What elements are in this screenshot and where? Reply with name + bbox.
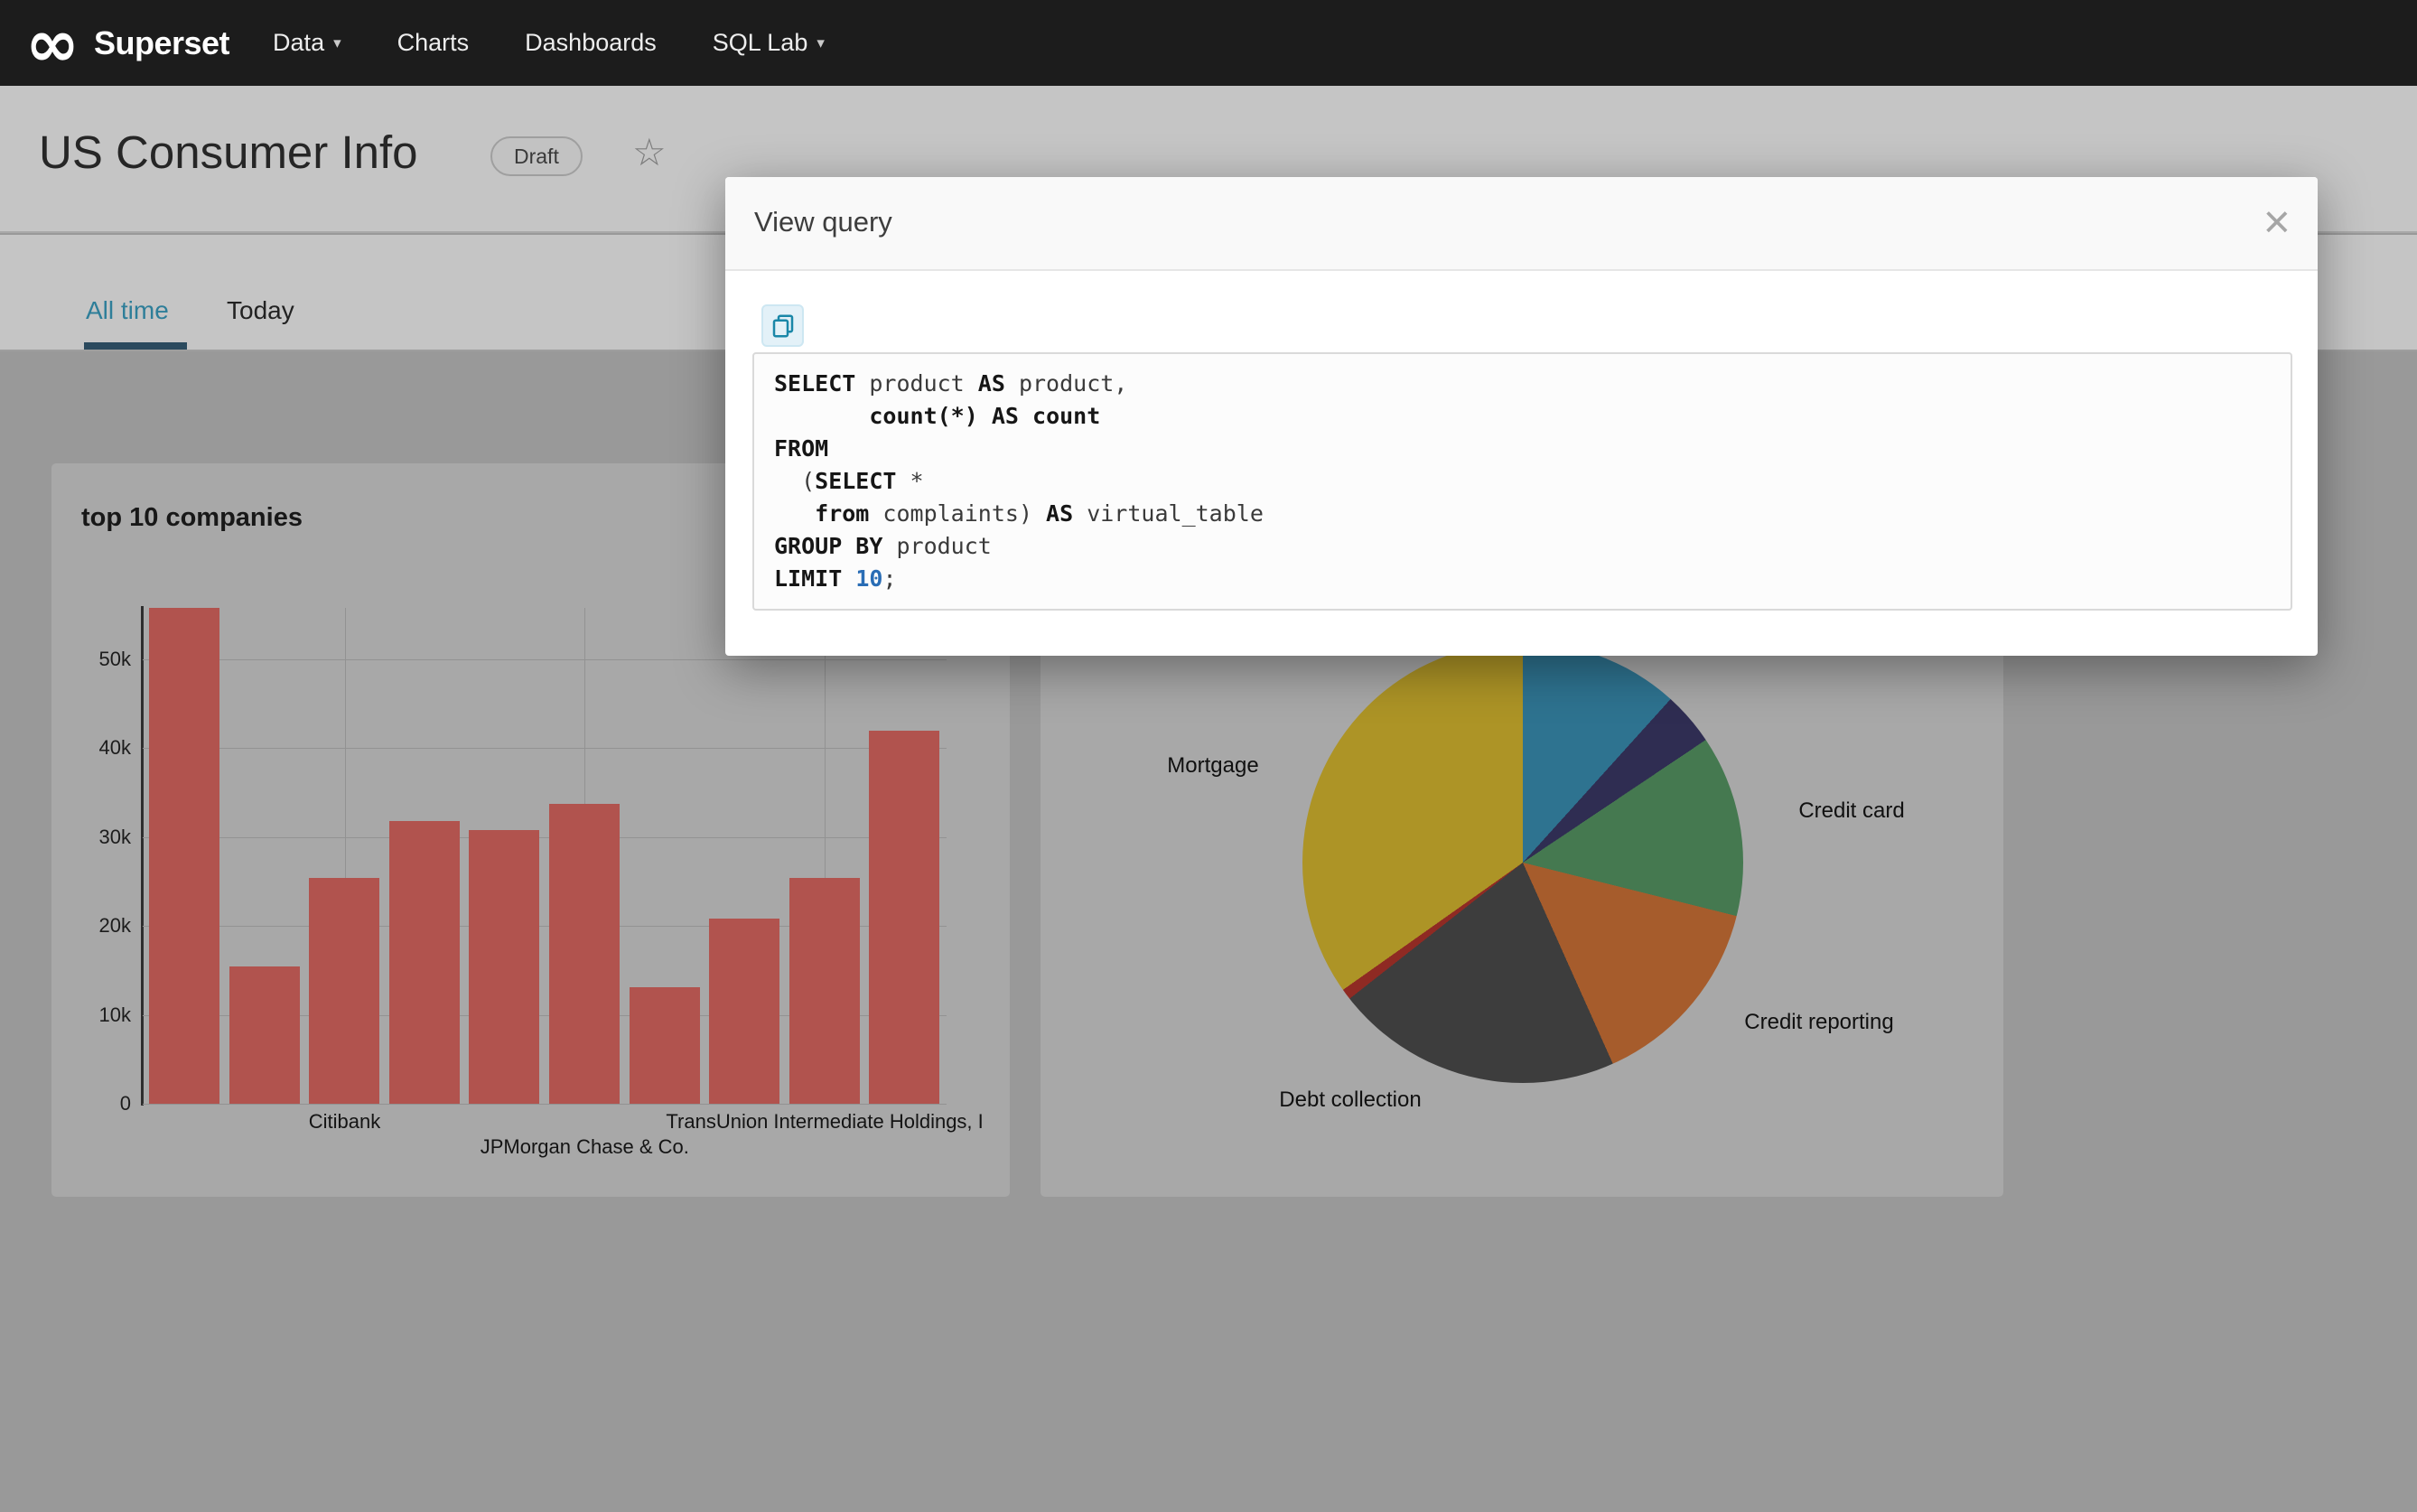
pie-label-credit-reporting: Credit reporting <box>1744 1010 1894 1034</box>
page-title: US Consumer Info <box>39 126 418 178</box>
bar <box>229 966 300 1104</box>
h-gridline <box>143 748 947 750</box>
x-tick-label: TransUnion Intermediate Holdings, I <box>666 1110 984 1133</box>
code-line: SELECT product AS product, <box>774 368 2271 400</box>
view-query-modal: View query × SELECT product AS product, … <box>725 177 2318 656</box>
sql-token: AS <box>991 403 1019 429</box>
sql-token: product, <box>1004 370 1128 397</box>
code-line: GROUP BY product <box>774 530 2271 563</box>
pie-label-mortgage: Mortgage <box>1167 753 1259 778</box>
x-tick-label: JPMorgan Chase & Co. <box>480 1135 689 1158</box>
tab-today[interactable]: Today <box>227 296 294 324</box>
nav-item-sql-lab[interactable]: SQL Lab ▾ <box>713 29 825 57</box>
tab-all-time[interactable]: All time <box>86 296 169 324</box>
sql-token <box>842 565 855 592</box>
nav-item-charts-label: Charts <box>397 29 470 56</box>
bar <box>309 878 380 1104</box>
nav-item-dashboards-label: Dashboards <box>525 29 657 56</box>
code-line: (SELECT * <box>774 465 2271 498</box>
sql-token: AS <box>1046 500 1074 527</box>
superset-logo-icon[interactable]: ∞ <box>25 5 79 81</box>
bar <box>469 829 540 1104</box>
brand-name[interactable]: Superset <box>93 23 230 61</box>
sql-token: product <box>882 533 992 559</box>
modal-header: View query × <box>725 177 2318 271</box>
copy-query-button[interactable] <box>761 304 804 347</box>
x-tick-label: Citibank <box>308 1110 381 1133</box>
pie-chart <box>1302 642 1743 1083</box>
navbar: ∞ Superset Data ▾ Charts Dashboards SQL … <box>0 0 2417 86</box>
sql-token: * <box>896 468 924 494</box>
bar-chart-title: top 10 companies <box>81 503 303 532</box>
sql-token <box>774 500 815 527</box>
nav-item-dashboards[interactable]: Dashboards <box>525 29 657 57</box>
sql-token: FROM <box>774 435 829 462</box>
sql-token <box>774 403 869 429</box>
bar <box>629 987 700 1104</box>
v-gridline <box>344 608 346 1105</box>
favorite-star-icon[interactable]: ☆ <box>632 131 667 173</box>
close-icon[interactable]: × <box>2263 196 2291 248</box>
nav-item-data-label: Data <box>273 29 325 56</box>
sql-token: virtual_table <box>1073 500 1264 527</box>
pie-label-credit-card: Credit card <box>1798 798 1905 823</box>
sql-token <box>1019 403 1032 429</box>
h-gridline <box>143 1104 947 1105</box>
h-gridline <box>143 659 947 661</box>
h-gridline <box>143 836 947 838</box>
bar <box>149 608 219 1104</box>
sql-token: ( <box>774 468 816 494</box>
bar <box>709 919 780 1104</box>
sql-token: product <box>855 370 978 397</box>
status-badge: Draft <box>490 136 583 176</box>
sql-token: from <box>815 500 870 527</box>
y-tick-label: 0 <box>119 1092 131 1115</box>
code-line: LIMIT 10; <box>774 563 2271 595</box>
y-tick-label: 50k <box>98 648 131 671</box>
sql-token: 10 <box>855 565 883 592</box>
y-tick-label: 40k <box>98 736 131 760</box>
nav-item-data[interactable]: Data ▾ <box>273 29 341 57</box>
bar <box>388 821 460 1104</box>
h-gridline <box>143 926 947 928</box>
modal-title: View query <box>754 206 892 238</box>
sql-token: complaints) <box>869 500 1047 527</box>
pie-label-debt-collection: Debt collection <box>1279 1087 1422 1112</box>
bar <box>869 730 940 1104</box>
sql-token: GROUP BY <box>774 533 883 559</box>
active-tab-underline <box>84 342 187 350</box>
h-gridline <box>143 1014 947 1016</box>
sql-token: LIMIT <box>774 565 843 592</box>
sql-token: SELECT <box>815 468 897 494</box>
code-line: count(*) AS count <box>774 400 2271 433</box>
v-gridline <box>825 608 826 1105</box>
bar <box>789 878 860 1104</box>
y-tick-label: 10k <box>98 1003 131 1026</box>
bar-chart-plot: 0 10k 20k 30k 40k 50k Citibank JPMorgan Chase &… <box>51 463 1010 1197</box>
sql-token: ; <box>882 565 897 592</box>
sql-token <box>978 403 992 429</box>
code-line: FROM <box>774 433 2271 465</box>
y-tick-label: 20k <box>98 914 131 938</box>
sql-token: SELECT <box>774 370 856 397</box>
code-line: from complaints) AS virtual_table <box>774 498 2271 530</box>
sql-token: count(*) <box>869 403 978 429</box>
sql-token: count <box>1032 403 1101 429</box>
sql-code: SELECT product AS product, count(*) AS c… <box>752 352 2292 611</box>
nav-item-charts[interactable]: Charts <box>397 29 470 57</box>
nav-item-sql-lab-label: SQL Lab <box>712 29 808 56</box>
copy-icon <box>772 314 793 337</box>
bar <box>549 804 620 1104</box>
y-axis-line <box>141 606 144 1106</box>
chevron-down-icon: ▾ <box>333 33 341 51</box>
y-tick-label: 30k <box>98 825 131 848</box>
chevron-down-icon: ▾ <box>817 33 825 51</box>
sql-token: AS <box>977 370 1005 397</box>
